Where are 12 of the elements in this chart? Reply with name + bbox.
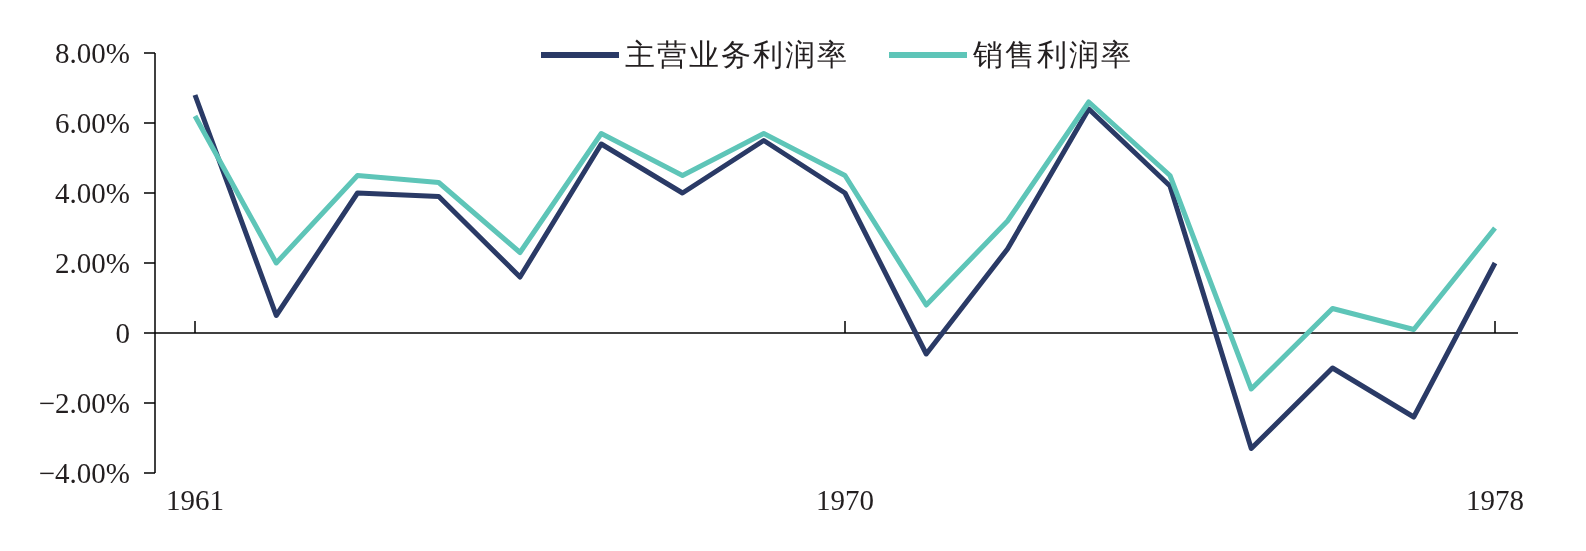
x-tick-label: 1978 xyxy=(1466,483,1524,516)
x-tick-label: 1961 xyxy=(166,483,224,516)
legend-label: 主营业务利润率 xyxy=(624,38,849,72)
y-tick-label: 6.00% xyxy=(55,107,130,140)
y-tick-label: 8.00% xyxy=(55,37,130,70)
y-tick-label: −4.00% xyxy=(38,457,130,490)
y-tick-label: 2.00% xyxy=(55,247,130,280)
y-tick-label: −2.00% xyxy=(38,387,130,420)
y-tick-label: 0 xyxy=(115,317,130,350)
y-tick-label: 4.00% xyxy=(55,177,130,210)
legend-label: 销售利润率 xyxy=(972,38,1133,72)
x-tick-label: 1970 xyxy=(816,483,874,516)
